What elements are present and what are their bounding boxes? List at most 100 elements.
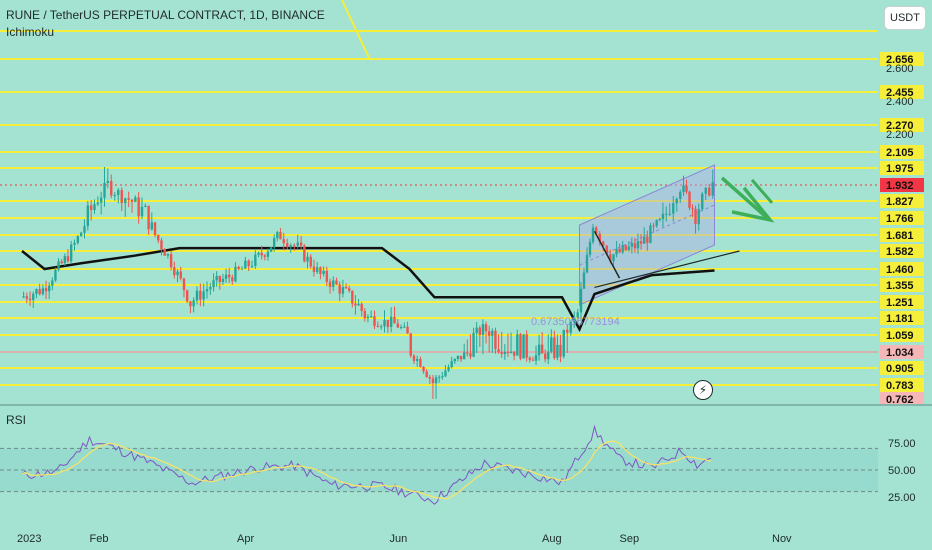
drawing-line[interactable] <box>593 230 621 279</box>
candle-body <box>319 267 322 274</box>
candle-body <box>425 371 428 378</box>
candle-body <box>328 281 332 287</box>
candle-body <box>579 288 583 313</box>
candle-body <box>506 352 510 354</box>
price-axis-label: 1.766 <box>886 213 914 225</box>
price-axis-label: 1.681 <box>886 230 914 242</box>
candle-body <box>450 361 453 368</box>
candle-body <box>595 227 598 234</box>
candle-body <box>494 330 497 350</box>
candle-body <box>396 323 400 328</box>
rsi-axis-label: 50.00 <box>888 465 916 477</box>
candle-body <box>221 278 225 283</box>
candle-body <box>257 252 260 255</box>
rsi-axis-label: 25.00 <box>888 492 916 504</box>
candle-body <box>621 245 624 253</box>
rsi-chart[interactable]: 75.00 50.00 25.00 2023 Feb Apr Jun Aug Sep Nov <box>0 405 932 550</box>
candle-body <box>591 227 595 243</box>
candle-body <box>459 355 463 360</box>
candle-body <box>227 274 231 278</box>
rsi-axis[interactable] <box>878 405 932 550</box>
price-axis-label: 1.975 <box>886 163 914 175</box>
candle-body <box>688 191 691 208</box>
candle-body <box>472 333 475 357</box>
time-axis-label: 2023 <box>17 533 41 545</box>
candle-body <box>240 268 244 270</box>
currency-button[interactable]: USDT <box>884 6 926 30</box>
candle-body <box>668 213 671 215</box>
candle-body <box>83 226 86 233</box>
candle-body <box>41 288 45 295</box>
indicator-label[interactable]: Ichimoku <box>6 25 55 39</box>
candle-body <box>366 316 370 319</box>
drawing-line[interactable] <box>341 0 371 61</box>
candle-body <box>363 310 367 319</box>
candle-body <box>437 376 441 378</box>
candle-body <box>516 334 519 356</box>
price-tag <box>880 118 924 132</box>
rsi-axis-label: 75.00 <box>888 438 916 450</box>
candle-body <box>86 205 90 227</box>
candle-body <box>672 203 675 214</box>
rsi-label[interactable]: RSI <box>6 413 27 427</box>
candle-body <box>547 351 550 360</box>
candle-body <box>179 271 182 279</box>
candle-body <box>649 225 652 243</box>
candle-body <box>415 358 419 361</box>
candle-body <box>344 286 348 289</box>
arrow-icon[interactable] <box>720 176 769 220</box>
candle-body <box>376 325 380 327</box>
time-axis-label: Aug <box>542 533 562 545</box>
fib-level-label: 0.6735055773194 <box>531 316 620 328</box>
trend-line[interactable] <box>594 250 740 289</box>
candle-body <box>322 270 325 274</box>
rsi-ma-line <box>21 440 712 500</box>
candle-body <box>185 290 189 302</box>
candle-body <box>701 193 704 210</box>
candle-body <box>569 322 572 333</box>
price-tag <box>880 228 924 242</box>
candle-body <box>137 197 140 217</box>
candle-body <box>528 357 532 360</box>
price-axis-label: 2.455 <box>886 87 914 99</box>
candle-body <box>556 344 559 358</box>
candle-body <box>598 233 601 242</box>
candle-body <box>582 272 586 289</box>
candle-body <box>636 241 640 249</box>
candle-body <box>469 353 472 357</box>
price-axis-label: 1.251 <box>886 297 914 309</box>
candle-body <box>279 231 282 240</box>
candle-body <box>383 319 386 327</box>
candle-body <box>422 367 425 372</box>
candle-body <box>357 303 360 306</box>
candle-body <box>89 205 93 211</box>
arrow-icon[interactable] <box>731 186 775 223</box>
candle-body <box>153 222 157 236</box>
candle-body <box>176 271 179 276</box>
candle-body <box>347 288 351 291</box>
price-axis-label: 2.656 <box>886 54 914 66</box>
ichimoku-baseline <box>21 246 715 333</box>
pane-divider[interactable] <box>0 404 932 406</box>
candle-body <box>113 195 116 197</box>
candle-body <box>665 213 668 215</box>
price-tag <box>880 194 924 208</box>
candle-body <box>642 236 646 244</box>
candle-body <box>531 359 535 361</box>
candle-body <box>338 284 341 294</box>
candle-body <box>639 241 643 244</box>
candle-body <box>157 235 160 241</box>
candle-body <box>379 326 383 328</box>
candle-body <box>54 269 57 281</box>
candle-body <box>315 267 319 272</box>
candle-body <box>312 266 316 272</box>
candle-body <box>282 239 285 244</box>
candle-body <box>497 349 500 353</box>
arrow-icon[interactable] <box>750 178 774 204</box>
lightning-icon[interactable]: ⚡ <box>693 380 713 400</box>
price-axis-label: 1.181 <box>886 313 914 325</box>
candle-body <box>675 198 678 204</box>
candle-body <box>605 245 608 255</box>
candle-body <box>487 331 491 336</box>
